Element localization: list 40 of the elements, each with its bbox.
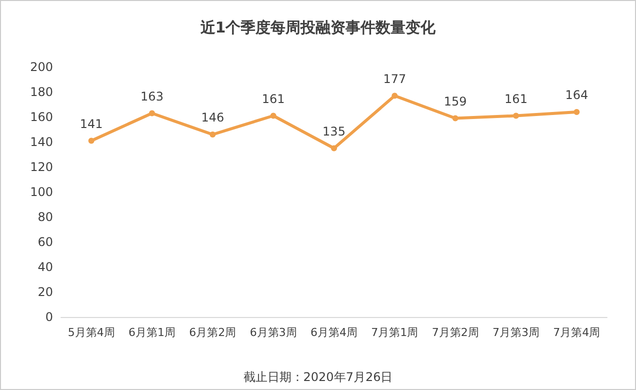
x-tick-label: 6月第2周 bbox=[189, 326, 236, 339]
y-tick-label: 120 bbox=[30, 160, 53, 174]
data-label: 161 bbox=[504, 92, 528, 106]
point bbox=[210, 132, 216, 138]
y-tick-label: 140 bbox=[30, 135, 53, 149]
point bbox=[392, 92, 398, 99]
data-label: 159 bbox=[444, 94, 467, 108]
data-label: 161 bbox=[262, 92, 285, 106]
x-tick-label: 6月第1周 bbox=[128, 326, 176, 339]
point bbox=[270, 112, 276, 119]
chart-title: 近1个季度每周投融资事件数量变化 bbox=[199, 18, 437, 36]
point bbox=[513, 112, 519, 119]
x-tick-label: 7月第4周 bbox=[553, 326, 600, 339]
y-tick-label: 20 bbox=[38, 285, 53, 299]
y-tick-label: 60 bbox=[38, 235, 53, 249]
x-tick-label: 6月第4周 bbox=[310, 326, 358, 339]
y-tick-label: 100 bbox=[30, 185, 53, 199]
point bbox=[574, 109, 580, 115]
text: 截止日期：2020年7月26日 bbox=[243, 370, 393, 384]
y-tick-label: 160 bbox=[30, 110, 53, 124]
x-tick-label: 6月第3周 bbox=[250, 326, 297, 339]
y-tick-label: 40 bbox=[38, 260, 53, 274]
y-tick-label: 0 bbox=[45, 310, 53, 324]
x-tick-label: 7月第1周 bbox=[371, 326, 418, 339]
point bbox=[149, 110, 155, 116]
point bbox=[452, 115, 458, 122]
data-label: 141 bbox=[80, 116, 103, 131]
data-label: 164 bbox=[565, 88, 588, 102]
point bbox=[88, 138, 94, 144]
data-label: 135 bbox=[322, 124, 346, 138]
data-label: 163 bbox=[140, 89, 164, 104]
x-tick-label: 7月第2周 bbox=[432, 326, 479, 339]
y-tick-label: 80 bbox=[38, 210, 53, 224]
data-label: 146 bbox=[201, 110, 224, 124]
data-label: 177 bbox=[383, 72, 406, 86]
y-tick-label: 180 bbox=[30, 85, 53, 99]
point bbox=[331, 145, 337, 152]
x-tick-label: 5月第4周 bbox=[68, 326, 115, 339]
x-tick-label: 7月第3周 bbox=[492, 326, 540, 339]
y-tick-label: 200 bbox=[30, 60, 53, 74]
